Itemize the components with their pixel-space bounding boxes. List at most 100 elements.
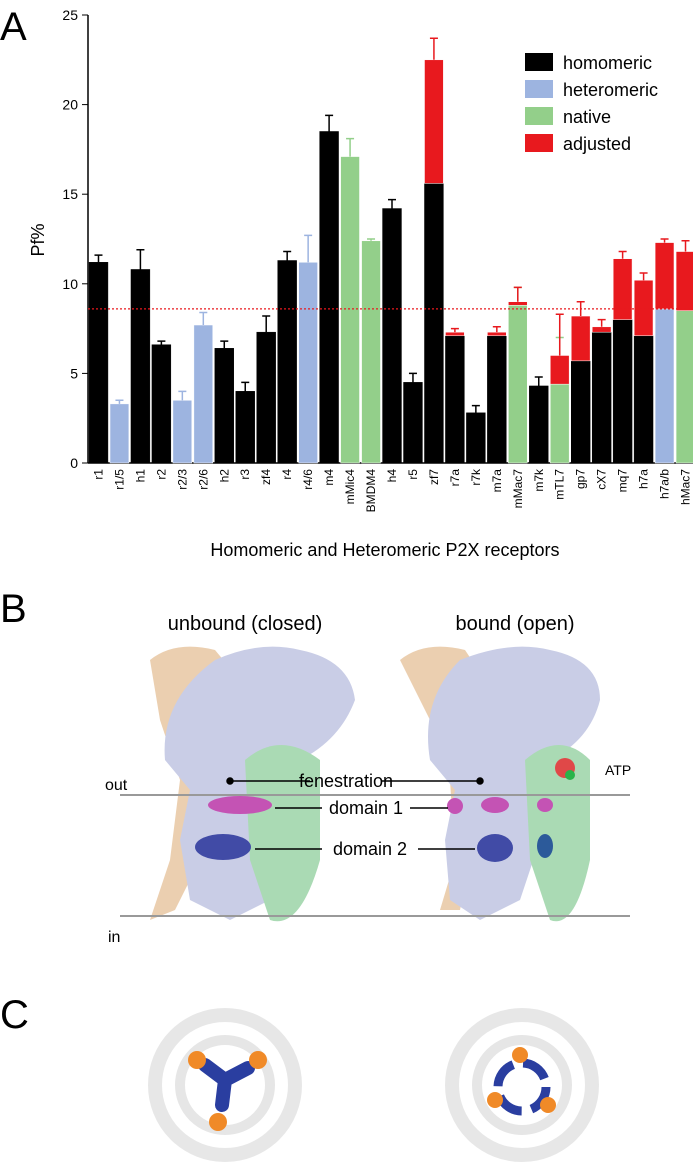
error-bar <box>220 340 229 349</box>
error-bar <box>157 340 166 345</box>
y-axis-label: Pf% <box>28 223 48 256</box>
annotation: domain 2 <box>333 839 407 859</box>
bar <box>612 258 633 320</box>
bar <box>340 156 360 464</box>
panel-label: C <box>0 993 29 1037</box>
bar <box>424 59 444 184</box>
error-bar <box>555 313 564 356</box>
legend-label: homomeric <box>563 53 652 73</box>
error-bar <box>681 240 690 252</box>
panel-label: A <box>0 5 27 49</box>
x-tick-label: mq7 <box>616 469 630 493</box>
x-tick-label: zf4 <box>259 469 273 485</box>
bar <box>445 335 465 464</box>
x-tick-label: m7a <box>490 469 504 493</box>
bar <box>193 324 213 464</box>
structure-title: bound (open) <box>456 613 575 635</box>
error-bar <box>513 286 522 302</box>
x-tick-label: m7k <box>532 468 546 492</box>
x-tick-label: r2/6 <box>196 469 210 490</box>
bar <box>130 269 151 464</box>
x-tick-label: r1 <box>91 469 105 480</box>
bar <box>109 403 130 464</box>
annotation-arrows <box>226 777 484 850</box>
y-tick-label: 5 <box>70 365 78 381</box>
error-bar <box>367 238 376 241</box>
error-bar <box>388 198 396 209</box>
bar <box>172 400 193 464</box>
bar <box>675 251 693 311</box>
x-tick-label: mMic4 <box>343 469 357 505</box>
bar <box>654 308 675 464</box>
x-tick-label: r7k <box>469 468 483 486</box>
x-tick-label: BMDM4 <box>364 469 378 513</box>
error-bar <box>199 311 208 326</box>
bar <box>654 242 675 310</box>
error-bar <box>178 390 187 401</box>
pore-top-view-right <box>445 1008 599 1162</box>
error-bar <box>660 238 669 243</box>
legend-swatch <box>525 80 553 98</box>
membrane-label: out <box>105 777 128 794</box>
structure-title: unbound (closed) <box>168 613 323 635</box>
annotation: ATP <box>605 762 631 778</box>
error-bar <box>94 254 103 263</box>
bar <box>591 326 612 333</box>
x-tick-label: zf7 <box>427 469 441 485</box>
protein-left <box>150 646 355 922</box>
bar <box>487 335 507 464</box>
bar <box>256 331 276 464</box>
y-tick-label: 0 <box>70 455 78 471</box>
bar <box>550 355 570 385</box>
x-tick-label: h4 <box>385 469 399 483</box>
bar <box>591 331 612 464</box>
x-tick-label: r2/3 <box>175 469 189 490</box>
protein-right <box>400 646 600 922</box>
y-tick-label: 20 <box>62 97 78 113</box>
annotation: fenestration <box>299 771 393 791</box>
x-tick-label: r1/5 <box>112 469 126 490</box>
bar <box>319 131 339 464</box>
bar <box>466 412 486 464</box>
x-tick-label: r4/6 <box>301 469 315 490</box>
x-tick-label: cX7 <box>595 469 609 490</box>
bar <box>508 301 528 306</box>
bar <box>529 385 549 464</box>
pore-top-view-left <box>148 1008 302 1162</box>
bar <box>403 382 423 464</box>
panel-label: B <box>0 587 27 631</box>
bar <box>214 348 234 464</box>
error-bar <box>304 234 313 263</box>
x-tick-label: mMac7 <box>511 469 525 509</box>
annotation: domain 1 <box>329 798 403 818</box>
error-bar <box>241 381 250 392</box>
x-tick-label: r3 <box>238 469 252 480</box>
x-axis-label: Homomeric and Heteromeric P2X receptors <box>210 540 559 560</box>
error-bar <box>262 315 271 333</box>
bar <box>675 310 693 464</box>
x-tick-label: m4 <box>322 469 336 486</box>
legend-swatch <box>525 53 553 71</box>
bar <box>361 240 381 464</box>
x-tick-label: r5 <box>406 469 420 480</box>
x-tick-label: h7a/b <box>658 469 672 499</box>
bar <box>445 331 465 337</box>
x-tick-label: r4 <box>280 469 294 480</box>
x-tick-label: r2 <box>154 469 168 480</box>
legend-swatch <box>525 107 553 125</box>
error-bar <box>283 250 292 261</box>
x-tick-label: mTL7 <box>553 469 567 500</box>
bar <box>487 331 507 337</box>
bar <box>151 344 172 464</box>
error-bar <box>429 37 438 60</box>
legend-label: heteromeric <box>563 80 658 100</box>
bar <box>571 360 591 464</box>
error-bar <box>639 272 648 281</box>
x-tick-label: r7a <box>448 469 462 487</box>
y-tick-label: 15 <box>62 186 78 202</box>
error-bar <box>471 404 480 413</box>
bar <box>382 208 402 464</box>
bar <box>571 315 591 362</box>
x-tick-label: h1 <box>133 469 147 483</box>
